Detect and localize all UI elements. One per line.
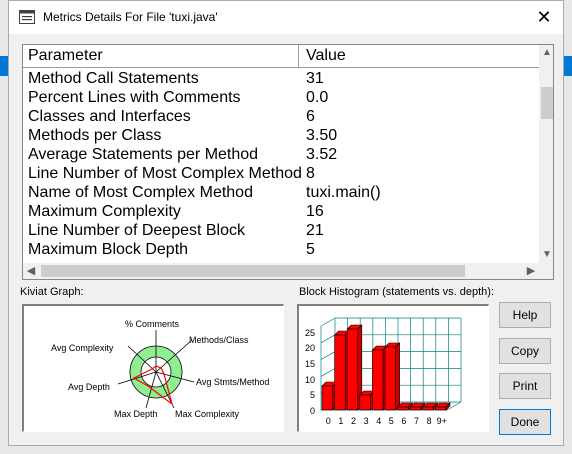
kiviat-axis-label: Max Complexity — [175, 409, 240, 419]
histogram-bar — [409, 402, 426, 411]
scroll-left-icon[interactable]: ◀ — [26, 265, 36, 277]
y-tick-label: 25 — [305, 328, 315, 338]
parameter-cell: Percent Lines with Comments — [28, 89, 241, 106]
kiviat-graph: % Comments Methods/Class Avg Stmts/Metho… — [51, 319, 269, 419]
parameter-cell: Classes and Interfaces — [28, 108, 191, 125]
parameter-cell: Maximum Complexity — [28, 203, 181, 220]
histogram-x-axis: 0 1 2 3 4 5 6 7 8 9+ — [326, 416, 447, 426]
table-row[interactable]: Maximum Complexity 16 — [23, 203, 539, 222]
x-tick-label: 8 — [427, 416, 432, 426]
background-selection-right — [564, 56, 572, 76]
x-tick-label: 7 — [414, 416, 419, 426]
parameter-cell: Average Statements per Method — [28, 146, 259, 163]
background-selection — [0, 56, 8, 76]
table-row[interactable]: Percent Lines with Comments 0.0 — [23, 89, 539, 108]
table-row[interactable]: Maximum Block Depth 5 — [23, 241, 539, 260]
scroll-up-icon[interactable]: ▲ — [542, 47, 552, 58]
kiviat-axis-label: Avg Complexity — [51, 343, 114, 353]
window-title: Metrics Details For File 'tuxi.java' — [43, 10, 218, 24]
kiviat-metric-polygon — [132, 365, 174, 406]
column-divider[interactable] — [298, 45, 299, 67]
histogram-bars — [321, 324, 451, 411]
metrics-dialog: Metrics Details For File 'tuxi.java' ✕ P… — [8, 0, 564, 446]
close-button[interactable]: ✕ — [536, 7, 552, 27]
histogram-panel: 25 20 15 10 5 0 0 1 2 3 4 5 6 7 8 9+ — [297, 304, 489, 432]
y-tick-label: 15 — [305, 359, 315, 369]
done-button[interactable]: Done — [499, 409, 551, 435]
app-icon — [19, 10, 35, 24]
x-tick-label: 9+ — [437, 416, 447, 426]
value-cell: 21 — [306, 222, 324, 239]
kiviat-axis-label: Avg Depth — [68, 382, 110, 392]
value-cell: 8 — [306, 165, 315, 182]
parameter-cell: Line Number of Most Complex Method — [28, 165, 302, 182]
title-bar: Metrics Details For File 'tuxi.java' ✕ — [9, 1, 563, 34]
help-button[interactable]: Help — [499, 302, 551, 328]
scrollbar-corner — [539, 263, 553, 279]
horizontal-scroll-thumb[interactable] — [41, 265, 465, 277]
x-tick-label: 6 — [401, 416, 406, 426]
parameter-cell: Line Number of Deepest Block — [28, 222, 245, 239]
y-tick-label: 20 — [305, 343, 315, 353]
kiviat-axis-label: % Comments — [125, 319, 180, 329]
value-cell: 0.0 — [306, 89, 329, 106]
value-cell: 31 — [306, 70, 324, 87]
x-tick-label: 5 — [389, 416, 394, 426]
x-tick-label: 1 — [338, 416, 343, 426]
histogram-bar — [384, 342, 401, 411]
kiviat-panel: % Comments Methods/Class Avg Stmts/Metho… — [22, 304, 284, 432]
y-tick-label: 10 — [305, 375, 315, 385]
value-cell: 3.50 — [306, 127, 338, 144]
parameter-cell: Method Call Statements — [28, 70, 199, 87]
y-tick-label: 0 — [310, 406, 315, 416]
value-cell: 5 — [306, 241, 315, 258]
histogram-bar — [434, 402, 451, 411]
scroll-right-icon[interactable]: ▶ — [526, 265, 536, 277]
table-row[interactable]: Line Number of Deepest Block 21 — [23, 222, 539, 241]
vertical-scrollbar[interactable]: ▲ ▼ — [539, 45, 553, 263]
table-row[interactable]: Classes and Interfaces 6 — [23, 108, 539, 127]
vertical-scroll-thumb[interactable] — [541, 87, 553, 119]
x-tick-label: 2 — [351, 416, 356, 426]
histogram-bar — [396, 402, 413, 411]
table-row[interactable]: Name of Most Complex Method tuxi.main() — [23, 184, 539, 203]
value-cell: tuxi.main() — [306, 184, 381, 201]
block-histogram-chart: 25 20 15 10 5 0 0 1 2 3 4 5 6 7 8 9+ — [305, 317, 462, 426]
parameter-cell: Name of Most Complex Method — [28, 184, 253, 201]
horizontal-scrollbar[interactable]: ◀ ▶ — [23, 263, 539, 279]
value-cell: 3.52 — [306, 146, 338, 163]
kiviat-axis-label: Methods/Class — [189, 335, 249, 345]
x-tick-label: 3 — [364, 416, 369, 426]
column-header-value[interactable]: Value — [306, 47, 346, 64]
kiviat-axes — [117, 330, 195, 409]
y-tick-label: 5 — [310, 390, 315, 400]
kiviat-label: Kiviat Graph: — [20, 286, 84, 298]
table-row[interactable]: Line Number of Most Complex Method 8 — [23, 165, 539, 184]
column-header-parameter[interactable]: Parameter — [28, 47, 103, 64]
table-row[interactable]: Average Statements per Method 3.52 — [23, 146, 539, 165]
copy-button[interactable]: Copy — [499, 338, 551, 364]
parameter-cell: Methods per Class — [28, 127, 162, 144]
histogram-y-axis: 25 20 15 10 5 0 — [305, 328, 315, 416]
histogram-label: Block Histogram (statements vs. depth): — [299, 286, 495, 298]
value-cell: 6 — [306, 108, 315, 125]
table-row[interactable]: Methods per Class 3.50 — [23, 127, 539, 146]
x-tick-label: 4 — [376, 416, 381, 426]
table-row[interactable]: Method Call Statements 31 — [23, 70, 539, 89]
table-header: Parameter Value — [23, 45, 539, 68]
metrics-table: Parameter Value Method Call Statements 31… — [22, 44, 554, 280]
parameter-cell: Maximum Block Depth — [28, 241, 189, 258]
scroll-down-icon[interactable]: ▼ — [542, 249, 552, 260]
kiviat-axis-label: Max Depth — [114, 409, 158, 419]
x-tick-label: 0 — [326, 416, 331, 426]
value-cell: 16 — [306, 203, 324, 220]
kiviat-axis-label: Avg Stmts/Method — [196, 377, 269, 387]
print-button[interactable]: Print — [499, 373, 551, 399]
